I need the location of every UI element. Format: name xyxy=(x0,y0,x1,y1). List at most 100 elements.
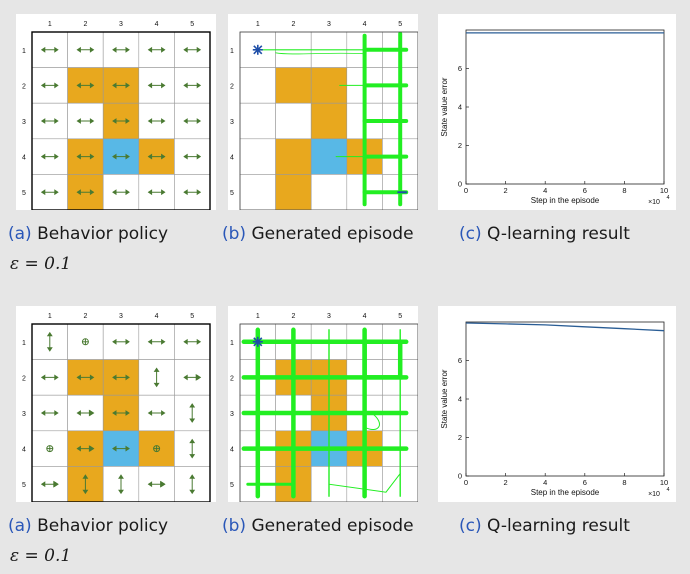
arrow-head-right xyxy=(89,118,95,124)
arrow-head-down xyxy=(189,454,196,459)
policy-arrow-icon xyxy=(153,367,160,388)
policy-arrow-icon xyxy=(112,118,130,124)
arrow-head-down xyxy=(46,347,53,352)
row-label: 2 xyxy=(230,83,234,90)
y-tick-label: 2 xyxy=(458,141,462,150)
policy-arrow-icon xyxy=(183,118,202,124)
arrow-head-right xyxy=(161,338,166,345)
arrow-head-left xyxy=(112,82,117,89)
arrow-head-left xyxy=(76,445,81,452)
arrow-head-up xyxy=(189,403,196,408)
arrow-head-right xyxy=(196,118,202,124)
y-tick-label: 0 xyxy=(458,180,462,189)
x-tick-label: 2 xyxy=(504,478,508,487)
row-label: 5 xyxy=(230,482,234,489)
x-tick-label: 4 xyxy=(543,186,547,195)
policy-arrow-icon xyxy=(40,189,59,196)
arrow-head-left xyxy=(183,189,188,196)
row-label: 2 xyxy=(22,375,26,382)
arrow-head-down xyxy=(82,489,89,495)
policy-arrow-icon xyxy=(147,480,166,488)
caption-tag: (b) xyxy=(222,516,247,536)
policy-arrow-icon xyxy=(189,438,196,459)
y-tick-label: 4 xyxy=(458,395,462,404)
policy-arrow-icon xyxy=(76,374,95,381)
arrow-head-down xyxy=(153,382,160,388)
arrow-head-right xyxy=(89,46,95,53)
arrow-head-left xyxy=(183,374,188,381)
arrow-head-left xyxy=(183,118,188,124)
policy-arrow-icon xyxy=(76,445,95,453)
col-label: 1 xyxy=(256,21,260,28)
arrow-head-left xyxy=(183,153,188,160)
arrow-head-left xyxy=(40,189,46,196)
row-label: 4 xyxy=(230,447,234,454)
y-tick-label: 6 xyxy=(458,356,462,365)
col-label: 2 xyxy=(291,313,295,320)
grid-cell xyxy=(138,102,175,140)
grid-cell xyxy=(174,394,211,432)
arrow-head-left xyxy=(112,153,117,160)
policy-arrow-icon xyxy=(40,118,59,124)
arrow-head-right xyxy=(54,189,59,196)
col-label: 2 xyxy=(83,313,87,320)
x-multiplier: ×10 xyxy=(648,199,660,206)
policy-arrow-icon xyxy=(82,474,89,495)
row-label: 3 xyxy=(22,119,26,126)
policy-arrow-icon xyxy=(183,338,202,345)
arrow-head-left xyxy=(76,410,81,416)
policy-arrow-icon xyxy=(112,445,130,452)
policy-arrow-icon xyxy=(183,153,202,160)
policy-arrow-icon xyxy=(40,374,59,381)
policy-arrow-icon xyxy=(40,153,59,160)
arrow-head-left xyxy=(76,118,81,124)
state-value-error-line xyxy=(465,322,665,332)
caption-text: Q-learning result xyxy=(487,516,630,536)
col-label: 1 xyxy=(256,313,260,320)
col-label: 4 xyxy=(363,313,367,320)
policy-arrow-icon xyxy=(189,403,196,423)
arrow-head-right xyxy=(161,153,166,160)
policy-arrow-icon xyxy=(147,118,166,124)
col-label: 2 xyxy=(291,21,295,28)
x-multiplier-exponent: 4 xyxy=(666,195,669,201)
arrow-head-right xyxy=(196,82,202,89)
arrow-head-up xyxy=(46,331,53,337)
arrow-head-left xyxy=(147,338,153,345)
forbidden-cell xyxy=(67,174,104,211)
episode-path xyxy=(364,412,380,431)
arrow-head-right xyxy=(161,410,166,416)
row-label: 2 xyxy=(230,375,234,382)
generated-episode-grid-2: 1 2 3 4 5 1 2 3 4 5 xyxy=(230,313,419,503)
policy-arrow-icon xyxy=(76,189,95,196)
arrow-head-right xyxy=(89,153,95,160)
caption-text: Generated episode xyxy=(251,224,414,244)
policy-arrow-icon xyxy=(183,189,202,196)
episode-trajectory xyxy=(241,327,409,499)
caption-b-1: (b) Generated episode xyxy=(222,224,414,244)
arrow-head-right-bold xyxy=(88,409,95,417)
x-tick-label: 10 xyxy=(660,478,668,487)
arrow-head-right xyxy=(125,153,130,160)
x-multiplier: ×10 xyxy=(648,491,660,498)
policy-arrow-icon xyxy=(112,189,130,196)
arrow-head-left xyxy=(112,189,117,196)
row-label: 5 xyxy=(230,190,234,197)
asterisk-stroke xyxy=(253,45,263,55)
behavior-policy-panel-1: 1 2 3 4 5 1 2 3 4 5 xyxy=(16,14,216,211)
arrow-head-left xyxy=(147,153,153,160)
arrow-head-down xyxy=(189,489,196,495)
arrow-head-up xyxy=(189,474,196,479)
x-axis-label: Step in the episode xyxy=(531,488,600,497)
col-label: 5 xyxy=(398,21,402,28)
caption-tag: (c) xyxy=(459,516,482,536)
col-label: 1 xyxy=(48,313,52,320)
arrow-head-left xyxy=(183,82,188,89)
policy-arrow-icon xyxy=(81,338,89,346)
arrow-head-right xyxy=(89,374,95,381)
arrow-head-left xyxy=(147,189,153,196)
caption-a-1: (a) Behavior policy xyxy=(8,224,168,244)
plot-area xyxy=(465,321,665,477)
grid-cell xyxy=(275,102,312,140)
arrow-head-right xyxy=(125,189,130,196)
